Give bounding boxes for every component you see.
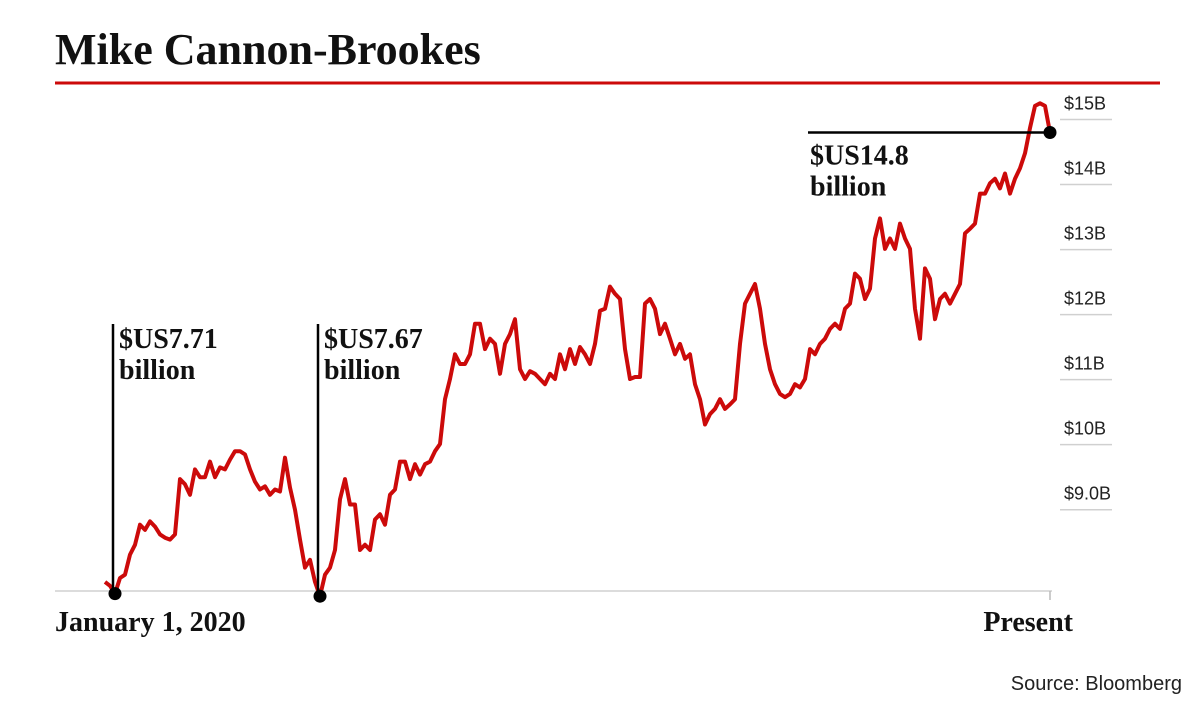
- y-tick-label: $15B: [1064, 94, 1106, 114]
- y-tick-label: $11B: [1064, 354, 1105, 374]
- y-tick-label: $10B: [1064, 419, 1106, 439]
- annotation-dot: [108, 587, 122, 601]
- y-tick-label: $13B: [1064, 224, 1106, 244]
- x-tick-label: Present: [983, 607, 1073, 638]
- annotation-text: $US7.71: [119, 324, 218, 355]
- annotation-text: $US7.67: [324, 324, 423, 355]
- annotation-dot: [1043, 126, 1057, 140]
- series-line: [103, 101, 1052, 599]
- chart-title: Mike Cannon-Brookes: [55, 25, 481, 74]
- x-tick-label: January 1, 2020: [55, 607, 246, 638]
- source: Source: Bloomberg: [1011, 673, 1182, 695]
- annotation-dot: [313, 589, 327, 603]
- y-tick-label: $12B: [1064, 289, 1106, 309]
- annotation-text: $US14.8: [810, 141, 909, 172]
- y-tick-label: $9.0B: [1064, 484, 1111, 504]
- annotation-text: billion: [324, 355, 401, 386]
- annotation-text: billion: [119, 355, 196, 386]
- annotation-text: billion: [810, 172, 887, 203]
- y-tick-label: $14B: [1064, 159, 1106, 179]
